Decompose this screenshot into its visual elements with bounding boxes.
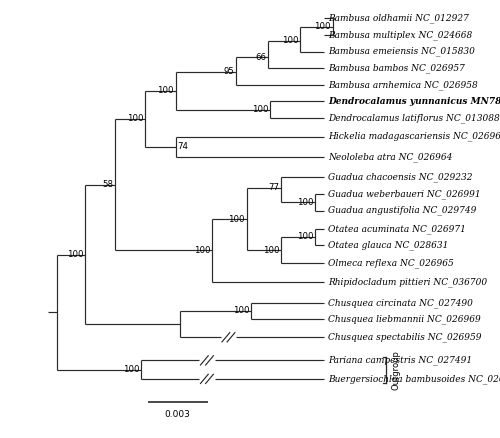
Text: 100: 100 [262,246,279,255]
Text: Buergersiochloa bambusoides NC_026968: Buergersiochloa bambusoides NC_026968 [328,374,500,384]
Text: 100: 100 [232,307,249,315]
Text: 100: 100 [282,36,298,46]
Text: Guadua angustifolia NC_029749: Guadua angustifolia NC_029749 [328,206,476,215]
Text: Chusquea liebmannii NC_026969: Chusquea liebmannii NC_026969 [328,314,481,324]
Text: 100: 100 [123,365,140,374]
Text: 58: 58 [102,180,114,189]
Text: Rhipidocladum pittieri NC_036700: Rhipidocladum pittieri NC_036700 [328,277,488,286]
Text: 74: 74 [178,142,188,151]
Text: Olmeca reflexa NC_026965: Olmeca reflexa NC_026965 [328,258,454,268]
Text: 66: 66 [256,53,266,62]
Text: 100: 100 [297,233,314,241]
Text: 100: 100 [67,250,84,259]
Text: Chusquea circinata NC_027490: Chusquea circinata NC_027490 [328,298,473,308]
Text: Otatea glauca NC_028631: Otatea glauca NC_028631 [328,240,448,250]
Text: 100: 100 [194,246,210,255]
Text: Otatea acuminata NC_026971: Otatea acuminata NC_026971 [328,224,466,234]
Text: Chusquea spectabilis NC_026959: Chusquea spectabilis NC_026959 [328,332,482,342]
Text: 0.003: 0.003 [165,410,190,419]
Text: Pariana campestris NC_027491: Pariana campestris NC_027491 [328,356,472,365]
Text: Bambusa emeiensis NC_015830: Bambusa emeiensis NC_015830 [328,47,475,57]
Text: 100: 100 [158,86,174,95]
Text: 100: 100 [228,215,245,224]
Text: 100: 100 [127,114,144,124]
Text: Bambusa arnhemica NC_026958: Bambusa arnhemica NC_026958 [328,80,478,90]
Text: 100: 100 [314,22,331,31]
Text: Guadua weberbaueri NC_026991: Guadua weberbaueri NC_026991 [328,189,481,199]
Text: Dendrocalamus yunnanicus MN782326: Dendrocalamus yunnanicus MN782326 [328,97,500,106]
Text: Bambusa multiplex NC_024668: Bambusa multiplex NC_024668 [328,30,472,40]
Text: Hickelia madagascariensis NC_026962: Hickelia madagascariensis NC_026962 [328,132,500,141]
Text: Bambusa bambos NC_026957: Bambusa bambos NC_026957 [328,64,465,73]
Text: Guadua chacoensis NC_029232: Guadua chacoensis NC_029232 [328,173,472,182]
Text: Neololeba atra NC_026964: Neololeba atra NC_026964 [328,152,452,162]
Text: 100: 100 [252,105,268,114]
Text: 100: 100 [297,198,314,207]
Text: Dendrocalamus latiflorus NC_013088: Dendrocalamus latiflorus NC_013088 [328,113,500,123]
Text: Bambusa oldhamii NC_012927: Bambusa oldhamii NC_012927 [328,14,469,23]
Text: 77: 77 [268,184,279,192]
Text: Outgroup: Outgroup [392,350,400,389]
Text: 95: 95 [223,67,234,76]
